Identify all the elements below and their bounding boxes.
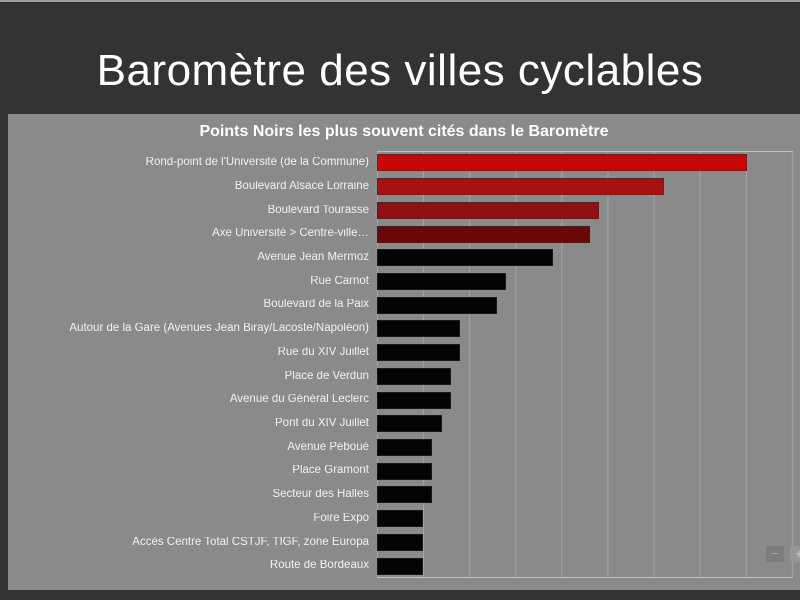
- bar: [377, 249, 553, 267]
- category-label: Boulevard Tourasse: [267, 204, 369, 216]
- bar-track: [377, 533, 793, 551]
- bar: [377, 486, 433, 504]
- bar: [377, 225, 590, 243]
- chart-row: Boulevard Tourasse: [8, 198, 793, 222]
- bar-track: [377, 320, 793, 338]
- bar: [377, 154, 747, 172]
- chart-row: Avenue du Général Leclerc: [8, 388, 793, 412]
- bar-track: [377, 438, 793, 456]
- category-label: Avenue du Général Leclerc: [229, 394, 369, 406]
- chart-row: Rue Carnot: [8, 270, 793, 294]
- bar-track: [377, 486, 793, 504]
- bar: [377, 296, 498, 314]
- chart-rows: Rond-point de l'Université (de la Commun…: [8, 151, 793, 578]
- category-label: Rond-point de l'Université (de la Commun…: [145, 157, 369, 169]
- bar-track: [377, 296, 793, 314]
- category-label: Accès Centre Total CSTJF, TIGF, zone Eur…: [132, 536, 369, 548]
- bar: [377, 320, 461, 338]
- bar-track: [377, 154, 793, 172]
- bar: [377, 462, 433, 480]
- plot-area-gridlines: [377, 151, 793, 578]
- chart-row: Avenue Jean Mermoz: [8, 246, 793, 270]
- chart-title: Points Noirs les plus souvent cités dans…: [199, 123, 609, 140]
- chart-row: Boulevard Alsace Lorraine: [8, 175, 793, 199]
- bar-track: [377, 272, 793, 290]
- bar: [377, 201, 599, 219]
- bar-track: [377, 201, 793, 219]
- bar-track: [377, 367, 793, 385]
- category-label: Axe Université > Centre-ville…: [212, 228, 369, 240]
- bar-track: [377, 557, 793, 575]
- bar: [377, 344, 461, 362]
- minus-icon: −: [771, 546, 779, 561]
- bar: [377, 533, 424, 551]
- viewer-zoom-controls: − +: [766, 546, 800, 562]
- chart-row: Axe Université > Centre-ville…: [8, 222, 793, 246]
- bar: [377, 415, 442, 433]
- bar-track: [377, 510, 793, 528]
- chart-row: Place de Verdun: [8, 364, 793, 388]
- category-label: Pont du XIV Juillet: [275, 418, 369, 430]
- chart-row: Rond-point de l'Université (de la Commun…: [8, 151, 793, 175]
- chart-row: Boulevard de la Paix: [8, 293, 793, 317]
- bar: [377, 367, 451, 385]
- bar-track: [377, 462, 793, 480]
- chart-row: Route de Bordeaux: [8, 554, 793, 578]
- chart-row: Accès Centre Total CSTJF, TIGF, zone Eur…: [8, 531, 793, 555]
- category-label: Place Gramont: [292, 465, 369, 477]
- category-label: Secteur des Halles: [272, 489, 369, 501]
- category-label: Rue du XIV Juillet: [277, 346, 369, 358]
- chart-panel: Points Noirs les plus souvent cités dans…: [8, 114, 800, 590]
- chart-row: Pont du XIV Juillet: [8, 412, 793, 436]
- bar-track: [377, 249, 793, 267]
- chart-row: Avenue Péboué: [8, 436, 793, 460]
- slide-title: Baromètre des villes cyclables: [96, 46, 704, 95]
- zoom-in-button[interactable]: +: [790, 546, 800, 562]
- chart-row: Place Gramont: [8, 459, 793, 483]
- chart-row: Autour de la Gare (Avenues Jean Biray/La…: [8, 317, 793, 341]
- bar-track: [377, 178, 793, 196]
- bar-track: [377, 415, 793, 433]
- category-label: Boulevard Alsace Lorraine: [234, 180, 369, 192]
- category-label: Avenue Jean Mermoz: [257, 251, 369, 263]
- bar: [377, 272, 507, 290]
- category-label: Route de Bordeaux: [269, 560, 369, 572]
- chart-row: Foire Expo: [8, 507, 793, 531]
- bar: [377, 510, 424, 528]
- category-label: Avenue Péboué: [287, 441, 369, 453]
- bar: [377, 391, 451, 409]
- category-label: Boulevard de la Paix: [263, 299, 369, 311]
- zoom-out-button[interactable]: −: [766, 546, 784, 562]
- window-top-edge: [0, 0, 800, 2]
- chart-row: Secteur des Halles: [8, 483, 793, 507]
- category-label: Autour de la Gare (Avenues Jean Biray/La…: [69, 323, 369, 335]
- bar: [377, 178, 664, 196]
- bar-track: [377, 344, 793, 362]
- bar-track: [377, 225, 793, 243]
- category-label: Foire Expo: [313, 512, 369, 524]
- category-label: Place de Verdun: [284, 370, 369, 382]
- bar-track: [377, 391, 793, 409]
- plus-icon: +: [795, 546, 800, 561]
- bar: [377, 438, 433, 456]
- chart-row: Rue du XIV Juillet: [8, 341, 793, 365]
- category-label: Rue Carnot: [310, 275, 369, 287]
- bar: [377, 557, 424, 575]
